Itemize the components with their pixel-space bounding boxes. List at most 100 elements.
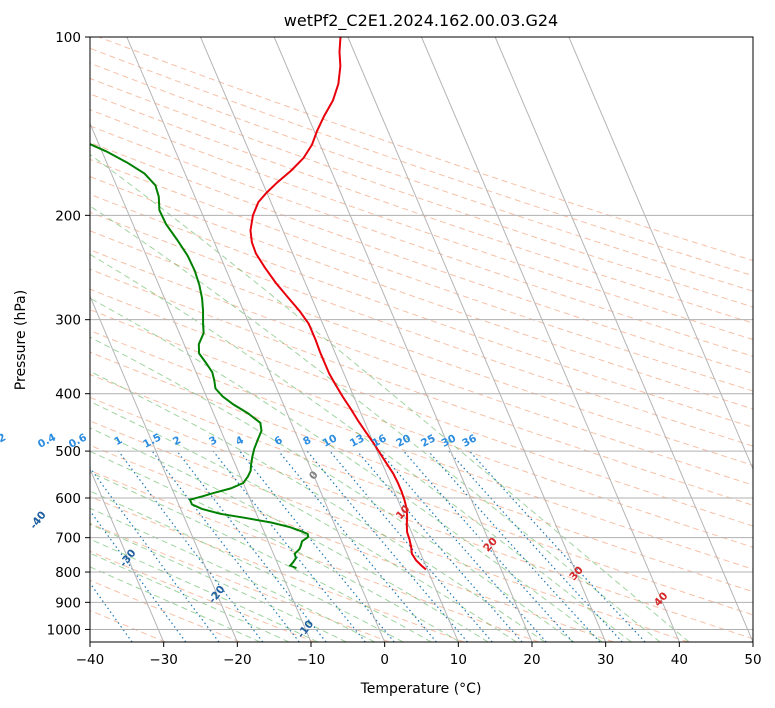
y-tick-label: 100 <box>55 30 81 46</box>
dry-adiabat-line <box>90 77 753 308</box>
y-tick-label: 700 <box>55 531 81 547</box>
y-tick-label: 300 <box>55 313 81 329</box>
dry-adiabat-line <box>90 268 753 506</box>
dry-adiabat-line <box>90 141 753 375</box>
mixing-ratio-label: 8 <box>301 434 313 448</box>
temperature-profile-line <box>249 37 427 571</box>
y-tick-label: 200 <box>55 208 81 224</box>
isotherm-line <box>273 37 533 642</box>
mixing-ratio-label: 0.2 <box>0 431 8 450</box>
dry-adiabat-line <box>90 522 390 642</box>
dry-adiabat-line <box>90 469 539 642</box>
dry-adiabat-line <box>90 420 689 642</box>
dry-adiabat-line <box>90 62 753 292</box>
mixing-ratio-line <box>356 450 523 642</box>
moist-adiabat-line <box>90 253 632 642</box>
dry-adiabat-line <box>90 288 753 527</box>
mixing-ratio-line <box>469 450 646 642</box>
dry-adiabat-line <box>90 193 753 428</box>
mixing-ratio-label: 36 <box>460 432 479 449</box>
mixing-ratio-label: 13 <box>348 432 367 449</box>
mixing-ratio-line <box>427 450 601 642</box>
x-tick-label: −20 <box>223 652 252 668</box>
dry-adiabat-line <box>90 495 465 642</box>
y-tick-label: 1000 <box>47 622 81 638</box>
mixing-ratio-line <box>239 450 395 642</box>
mixing-ratio-line <box>117 450 264 642</box>
x-tick-label: −40 <box>76 652 105 668</box>
dry-adiabat-line <box>90 249 753 486</box>
mixing-ratio-line <box>378 450 547 642</box>
x-tick-label: 50 <box>744 652 761 668</box>
isotherm-line <box>90 295 238 642</box>
dry-adiabat-line <box>90 158 753 392</box>
isotherm-label: -30 <box>117 547 138 569</box>
x-tick-label: 30 <box>597 652 614 668</box>
x-tick-label: 10 <box>450 652 467 668</box>
mixing-ratio-line <box>278 450 437 642</box>
mixing-ratio-label: 10 <box>321 432 340 449</box>
mixing-ratio-label: 1 <box>112 434 124 448</box>
y-tick-label: 900 <box>55 595 81 611</box>
isotherm-line <box>347 37 607 642</box>
mixing-ratio-label: 4 <box>234 434 246 448</box>
isotherm-line <box>200 37 459 642</box>
x-tick-label: −30 <box>149 652 178 668</box>
profile-lines <box>90 37 427 571</box>
isotherm-line <box>90 122 312 642</box>
dry-adiabat-line <box>90 373 753 616</box>
dry-adiabat-line <box>90 309 753 548</box>
isotherm-line <box>421 37 680 642</box>
mixing-ratio-label: 20 <box>394 432 413 449</box>
x-axis-label: Temperature (°C) <box>360 681 482 697</box>
isotherm-line <box>568 37 753 471</box>
chart-title: wetPf2_C2E1.2024.162.00.03.G24 <box>284 11 558 31</box>
mixing-ratio-label: 3 <box>207 434 219 448</box>
dry-adiabat-line <box>90 579 241 642</box>
isotherm-line <box>126 37 386 642</box>
x-tick-label: 20 <box>523 652 540 668</box>
dry-adiabat-line <box>90 211 753 447</box>
mixing-ratio-label: 16 <box>370 432 389 449</box>
moist-adiabat-line <box>90 205 661 642</box>
mixing-ratio-label: 2 <box>171 434 183 448</box>
dewpoint-profile-line <box>90 143 310 570</box>
isotherm-line <box>494 37 753 642</box>
y-tick-label: 600 <box>55 491 81 507</box>
isotherm-label: -10 <box>295 618 316 640</box>
y-tick-label: 800 <box>55 565 81 581</box>
x-tick-label: 0 <box>380 652 389 668</box>
y-tick-label: 500 <box>55 444 81 460</box>
background-lines <box>90 37 753 642</box>
y-tick-label: 400 <box>55 387 81 403</box>
mixing-ratio-line <box>329 450 493 642</box>
adiabat-label: 30 <box>567 564 586 583</box>
dry-adiabat-line <box>90 351 753 593</box>
mixing-ratio-line <box>403 450 574 642</box>
dry-adiabat-line <box>90 230 753 466</box>
dry-adiabat-line <box>90 47 753 277</box>
line-labels: -100-90-80-70-60-50-40-30-20-100.10.20.4… <box>0 431 671 640</box>
dry-adiabat-line <box>90 330 753 570</box>
dry-adiabat-line <box>90 176 753 410</box>
adiabat-label: 10 <box>394 503 413 522</box>
y-axis-label: Pressure (hPa) <box>13 290 29 390</box>
isotherm-label: -40 <box>28 509 49 531</box>
mixing-ratio-label: 1.5 <box>141 431 163 450</box>
plot-frame <box>89 36 754 643</box>
moist-adiabat-line <box>90 336 574 642</box>
adiabat-label: 0 <box>307 469 321 482</box>
x-tick-label: −10 <box>297 652 326 668</box>
isotherm-line <box>90 467 165 642</box>
x-tick-label: 40 <box>671 652 688 668</box>
axes: −40 −30 −20 −10 0 10 20 30 40 5010020030040050060… <box>47 30 762 668</box>
moist-adiabat-line <box>90 370 546 642</box>
mixing-ratio-line <box>176 450 327 642</box>
dry-adiabat-line <box>90 93 753 324</box>
dry-adiabat-line <box>90 125 753 357</box>
dry-adiabat-line <box>90 109 753 341</box>
dry-adiabat-line <box>90 396 753 640</box>
mixing-ratio-line <box>151 450 300 642</box>
mixing-ratio-line <box>448 450 623 642</box>
